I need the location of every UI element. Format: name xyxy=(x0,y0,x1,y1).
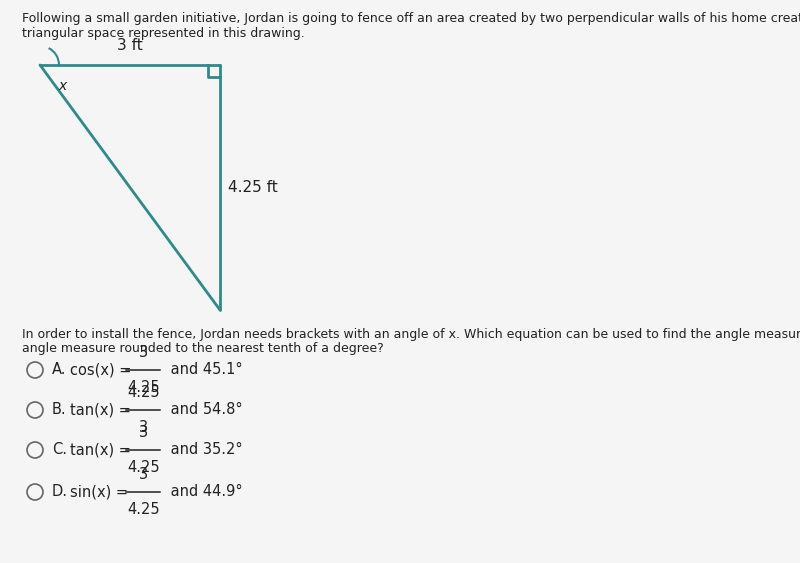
Text: 4.25: 4.25 xyxy=(127,460,159,475)
Text: 4.25: 4.25 xyxy=(127,502,159,517)
Text: 3: 3 xyxy=(138,345,148,360)
Text: 4.25: 4.25 xyxy=(127,385,159,400)
Text: and 45.1°: and 45.1° xyxy=(166,363,243,378)
Text: tan(x) =: tan(x) = xyxy=(70,443,135,458)
Text: C.: C. xyxy=(52,443,67,458)
Text: 3: 3 xyxy=(138,420,148,435)
Text: A.: A. xyxy=(52,363,66,378)
Text: tan(x) =: tan(x) = xyxy=(70,403,135,418)
Text: 4.25 ft: 4.25 ft xyxy=(228,180,278,195)
Text: In order to install the fence, Jordan needs brackets with an angle of x. Which e: In order to install the fence, Jordan ne… xyxy=(22,328,800,341)
Text: triangular space represented in this drawing.: triangular space represented in this dra… xyxy=(22,27,305,40)
Text: x: x xyxy=(58,79,66,93)
Text: Following a small garden initiative, Jordan is going to fence off an area create: Following a small garden initiative, Jor… xyxy=(22,12,800,25)
Text: 3 ft: 3 ft xyxy=(117,38,143,53)
Text: cos(x) =: cos(x) = xyxy=(70,363,136,378)
Text: and 35.2°: and 35.2° xyxy=(166,443,243,458)
Text: angle measure rounded to the nearest tenth of a degree?: angle measure rounded to the nearest ten… xyxy=(22,342,384,355)
Text: 4.25: 4.25 xyxy=(127,380,159,395)
Text: sin(x) =: sin(x) = xyxy=(70,485,133,499)
Text: and 54.8°: and 54.8° xyxy=(166,403,243,418)
Text: 3: 3 xyxy=(138,467,148,482)
Text: 3: 3 xyxy=(138,425,148,440)
Text: and 44.9°: and 44.9° xyxy=(166,485,243,499)
Text: B.: B. xyxy=(52,403,66,418)
Text: D.: D. xyxy=(52,485,68,499)
